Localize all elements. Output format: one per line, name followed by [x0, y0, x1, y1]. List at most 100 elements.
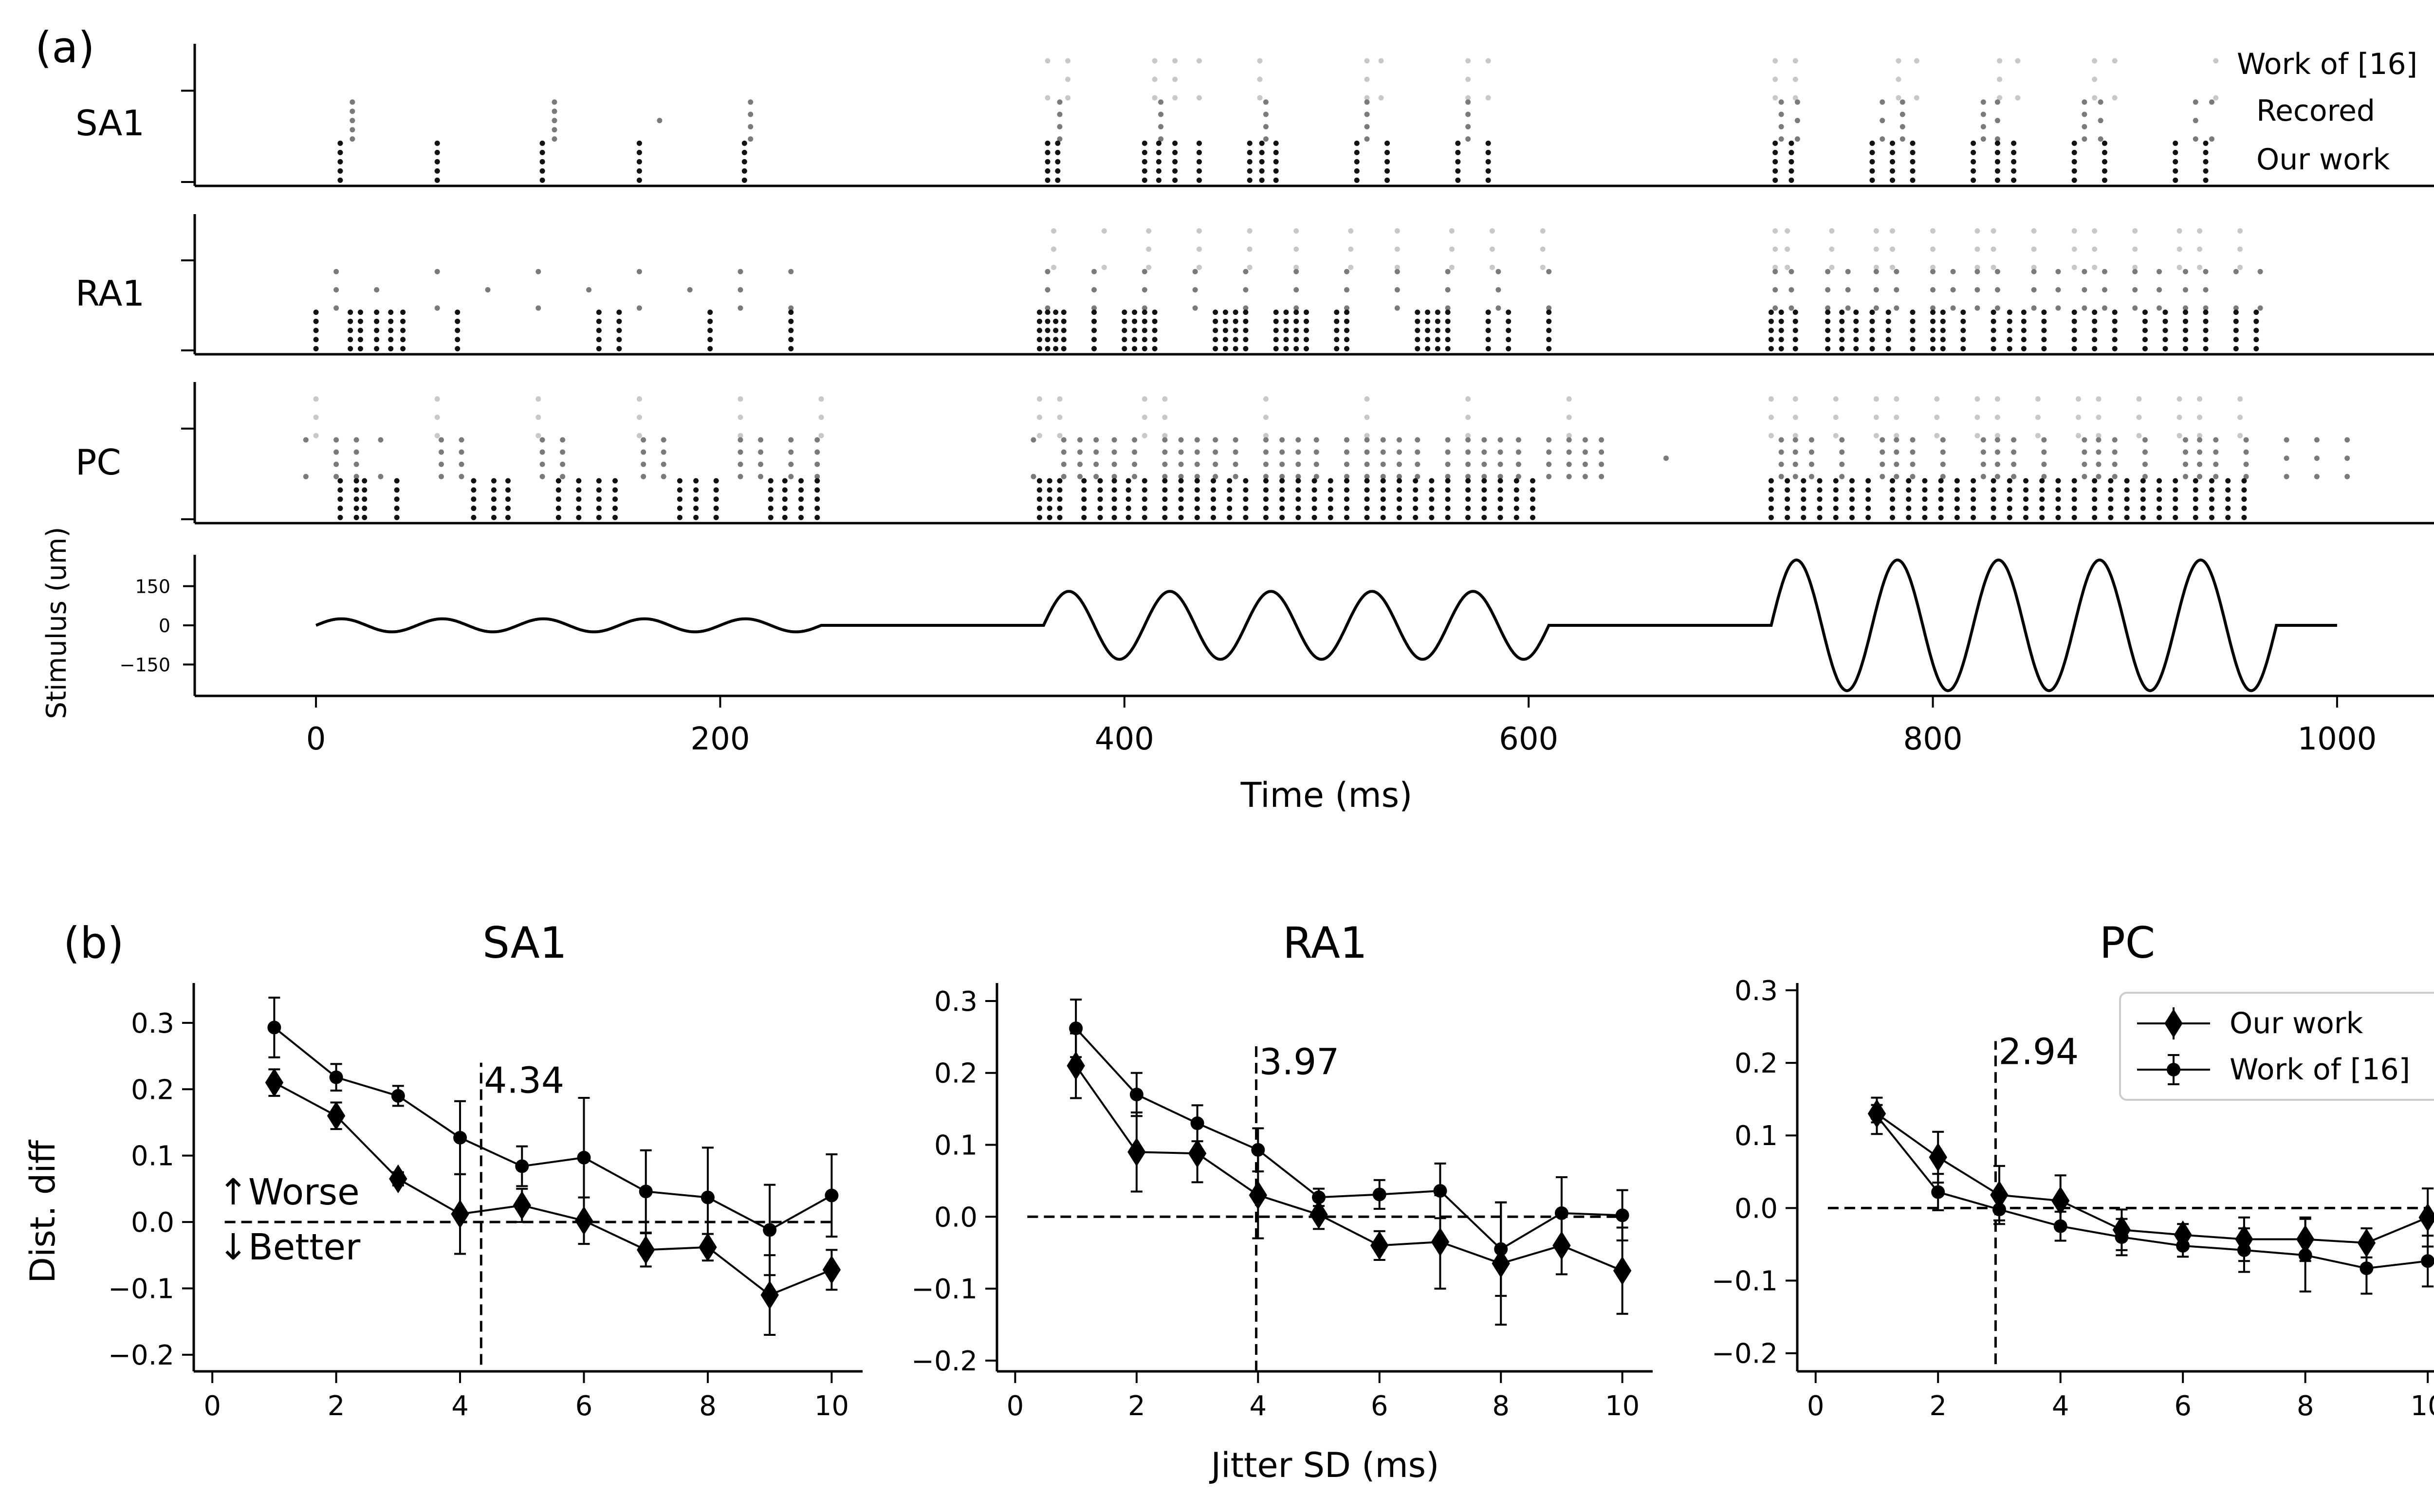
spike-dot [1364, 76, 1370, 82]
spike-dot [1994, 99, 2000, 105]
spike-dot [738, 433, 743, 438]
spike-dot [1364, 136, 1370, 142]
spike-dot [2241, 478, 2247, 484]
spike-dot [1930, 264, 1936, 270]
spike-dot [1045, 287, 1051, 293]
spike-dot [374, 318, 380, 324]
spike-dot [1778, 474, 1784, 479]
spike-dot [2241, 506, 2247, 511]
subplot-y-tick-label: 0.3 [131, 1008, 174, 1039]
spike-dot [2257, 305, 2263, 311]
spike-dot [788, 269, 794, 274]
spike-dot [1991, 246, 1996, 252]
spike-dot [2096, 449, 2102, 455]
spike-dot [1328, 496, 1333, 502]
spike-dot [2082, 461, 2087, 467]
spike-dot [661, 437, 666, 443]
spike-dot [353, 514, 359, 520]
subplot-pc: −0.2−0.10.00.10.20.302468102.94 [1712, 975, 2434, 1422]
spike-dot [459, 449, 464, 455]
spike-dot [677, 506, 682, 511]
spike-dot [2203, 159, 2209, 164]
spike-dot [1061, 461, 1067, 467]
spike-dot [1792, 449, 1798, 455]
spike-dot [641, 474, 646, 479]
subplot-title-pc: PC [2100, 918, 2156, 968]
spike-dot [2225, 496, 2231, 502]
spike-dot [1283, 310, 1289, 315]
spike-dot [1152, 346, 1158, 351]
spike-dot [303, 474, 309, 479]
spike-dot [1413, 487, 1419, 493]
spike-dot [2096, 396, 2102, 402]
spike-dot [1045, 310, 1051, 315]
spike-dot [1172, 177, 1178, 183]
spike-dot [1994, 168, 2000, 174]
spike-dot [1971, 159, 1976, 164]
spike-dot [2284, 437, 2289, 443]
spike-dot [1283, 346, 1289, 351]
point-our-work [1370, 1231, 1389, 1260]
spike-dot [1890, 496, 1895, 502]
spike-dot [2213, 437, 2219, 443]
spike-dot [2007, 310, 2012, 315]
spike-dot [388, 337, 394, 343]
threshold-label: 3.97 [1259, 1041, 1340, 1083]
spike-dot [1899, 136, 1905, 142]
spike-dot [1394, 246, 1400, 252]
spike-dot [713, 514, 719, 520]
spike-dot [1101, 264, 1107, 270]
subplot-x-tick-label: 0 [203, 1390, 221, 1422]
spike-dot [455, 346, 461, 351]
spike-dot [1122, 318, 1127, 324]
stim-x-tick-label: 200 [690, 721, 750, 757]
spike-dot [2082, 449, 2087, 455]
spike-dot [1817, 487, 1823, 493]
legend-work16: Work of [16] [2237, 47, 2417, 81]
spike-dot [560, 474, 566, 479]
spike-dot [1772, 159, 1778, 164]
spike-dot [1273, 177, 1279, 183]
spike-dot [814, 461, 820, 467]
spike-dot [471, 478, 477, 484]
spike-dot [1247, 140, 1253, 146]
spike-dot [1825, 310, 1831, 315]
spike-dot [1880, 437, 1885, 443]
spike-dot [1445, 514, 1451, 520]
spike-dot [1036, 337, 1042, 343]
spike-dot [1142, 168, 1147, 174]
spike-dot [1222, 318, 1228, 324]
spike-dot [1485, 168, 1491, 174]
series-line [1876, 1115, 2428, 1270]
spike-dot [1829, 228, 1835, 234]
spike-dot [1146, 228, 1152, 234]
spike-dot [2124, 496, 2130, 502]
point-work16 [2176, 1239, 2190, 1253]
spike-dot [814, 474, 820, 479]
spike-dot [2011, 437, 2017, 443]
spike-dot [1865, 487, 1871, 493]
spike-dot [1091, 269, 1097, 274]
point-work16 [1372, 1187, 1386, 1202]
spike-dot [1178, 461, 1184, 467]
spike-dot [741, 177, 747, 183]
spike-dot [2071, 228, 2077, 234]
spike-dot [657, 118, 663, 124]
spike-dot [348, 318, 353, 324]
spike-dot [1894, 415, 1899, 420]
spike-dot [1142, 269, 1147, 274]
spike-dot [1853, 310, 1859, 315]
spike-dot [1991, 264, 1996, 270]
spike-dot [1465, 136, 1471, 142]
spike-dot [1497, 449, 1503, 455]
spike-dot [2142, 337, 2148, 343]
spike-dot [1364, 124, 1370, 129]
spike-dot [1934, 396, 1940, 402]
spike-dot [1162, 487, 1168, 493]
spike-dot [1295, 506, 1301, 511]
spike-dot [505, 478, 511, 484]
legend-recorded: Recored [2256, 94, 2375, 128]
spike-dot [2021, 328, 2027, 333]
spike-dot [1940, 337, 1946, 343]
spike-dot [1880, 136, 1885, 142]
